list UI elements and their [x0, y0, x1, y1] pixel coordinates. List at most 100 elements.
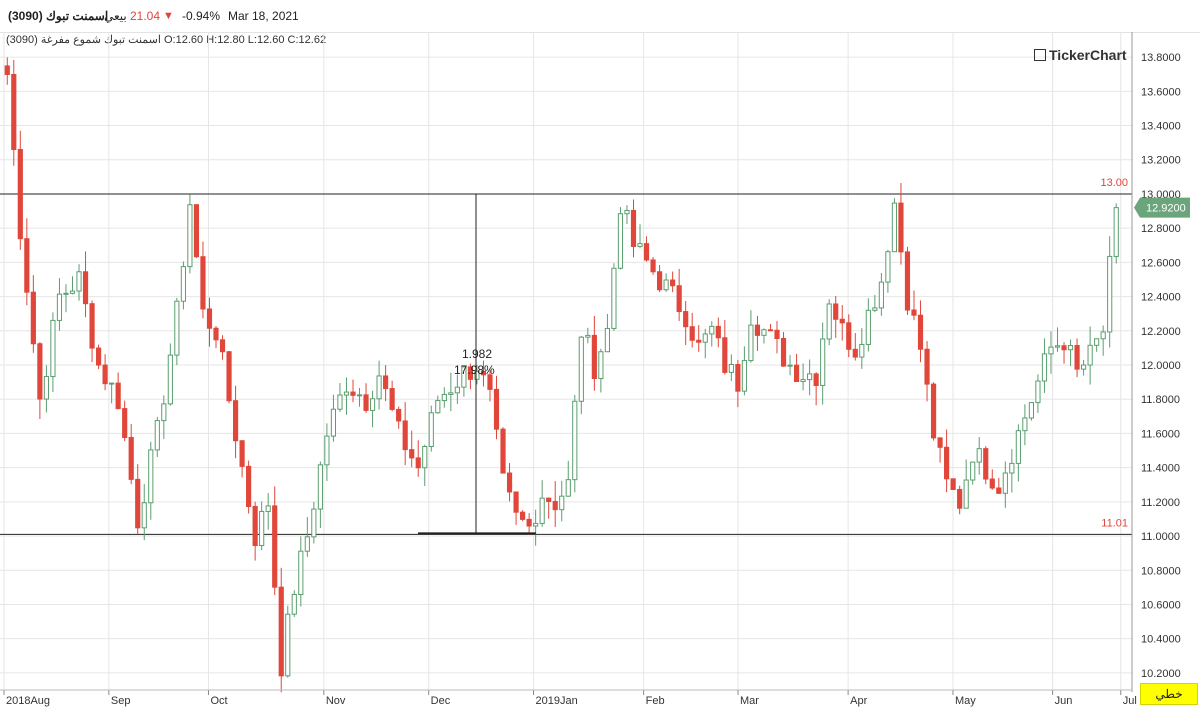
candle-body	[604, 327, 610, 353]
candle	[1113, 203, 1119, 264]
candle	[565, 460, 571, 497]
candle	[637, 224, 643, 249]
chart-mode-badge[interactable]: خطي	[1140, 683, 1198, 705]
candle-body	[1002, 472, 1008, 494]
candle	[193, 204, 200, 258]
candle-body	[996, 487, 1002, 494]
candle	[304, 517, 310, 557]
candle	[461, 365, 467, 397]
candle-body	[846, 322, 852, 350]
candle	[422, 444, 428, 486]
candle-body	[924, 348, 930, 385]
candle-body	[239, 440, 245, 467]
candle-body	[200, 256, 206, 310]
candle-body	[761, 329, 767, 336]
candle	[448, 372, 454, 412]
candle-body	[878, 281, 884, 309]
candle-body	[937, 437, 943, 448]
candle	[800, 363, 806, 391]
candle-body	[82, 271, 89, 305]
candlestick-chart[interactable]: 13.00 11.01 13.8000 13.6000 13.4000 13.2000 1…	[0, 32, 1200, 707]
candle	[56, 278, 63, 331]
candle	[76, 264, 82, 301]
candle-body	[1113, 207, 1119, 257]
candle-body	[232, 400, 239, 442]
candle-body	[1094, 338, 1100, 346]
candle-body	[24, 238, 30, 293]
candle	[754, 315, 761, 351]
candle-body	[363, 394, 369, 411]
y-tick-label: 12.4000	[1141, 292, 1181, 304]
y-tick-label: 11.6000	[1141, 428, 1180, 440]
candle-body	[702, 333, 708, 343]
candle-body	[330, 408, 337, 437]
candle	[702, 328, 708, 359]
candle	[206, 297, 213, 347]
candle	[944, 429, 950, 493]
change-arrow-icon: ▼	[163, 10, 174, 22]
candle-body	[356, 394, 363, 397]
candle	[428, 405, 434, 452]
candle-body	[898, 202, 904, 253]
candle	[1087, 326, 1093, 385]
candle	[1015, 424, 1021, 482]
candle-body	[872, 307, 878, 311]
candle-body	[448, 392, 454, 395]
candle	[787, 354, 793, 376]
candle	[761, 328, 767, 344]
x-tick-label: Jun	[1055, 695, 1073, 707]
candle	[43, 365, 49, 413]
y-tick-label: 12.6000	[1141, 257, 1181, 269]
candle	[598, 348, 604, 393]
candle	[115, 372, 121, 410]
candle	[617, 207, 624, 270]
logo-text: TickerChart	[1049, 47, 1127, 63]
candle-body	[826, 303, 832, 340]
candle-body	[122, 408, 128, 438]
y-tick-label: 10.8000	[1141, 565, 1181, 577]
candle-body	[735, 364, 741, 392]
candle	[1048, 331, 1054, 374]
candle	[232, 385, 239, 459]
candle	[1041, 338, 1048, 393]
candle	[69, 276, 76, 295]
candle	[807, 359, 813, 396]
tickerchart-logo: TickerChart	[1034, 47, 1127, 63]
candle-body	[565, 479, 571, 497]
candle	[1100, 325, 1106, 356]
candle-body	[904, 251, 911, 311]
candle	[930, 382, 937, 441]
candle	[1054, 327, 1061, 352]
candle	[924, 341, 930, 402]
y-tick-label: 11.2000	[1141, 497, 1180, 509]
candle	[1035, 374, 1041, 413]
candle-body	[474, 370, 480, 380]
candle	[539, 480, 545, 527]
candle-body	[539, 497, 545, 524]
candle-body	[102, 364, 108, 385]
candle-body	[643, 243, 650, 261]
candle-body	[793, 364, 800, 383]
candle-body	[376, 375, 382, 400]
candle-body	[56, 293, 63, 321]
candle-body	[213, 327, 219, 341]
candle	[846, 314, 852, 358]
time-axis: 2018Aug Sep Oct Nov Dec 2019Jan Feb Mar Apr May Ju…	[0, 689, 1137, 707]
candle	[167, 343, 173, 406]
measure-value: 1.982	[462, 347, 492, 361]
x-tick-label: Mar	[740, 695, 759, 707]
candle	[500, 427, 506, 474]
y-tick-label: 11.8000	[1141, 394, 1180, 406]
candle	[109, 382, 115, 404]
y-tick-label: 11.4000	[1141, 463, 1180, 475]
candle	[859, 328, 865, 369]
candle	[865, 298, 871, 352]
candle-body	[748, 324, 754, 362]
symbol-name[interactable]: اسمنت تبوك (3090)	[8, 9, 109, 23]
candle-body	[617, 213, 624, 269]
candle	[950, 478, 956, 490]
candle-body	[50, 319, 56, 378]
candle-body	[115, 382, 121, 410]
candle	[663, 273, 669, 292]
candle-body	[493, 388, 500, 430]
